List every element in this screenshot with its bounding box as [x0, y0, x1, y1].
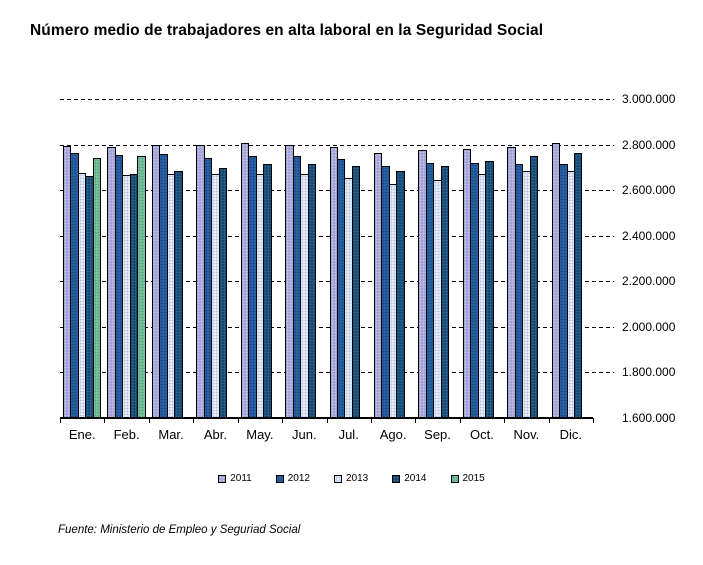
bar-2015-ene	[92, 158, 102, 418]
x-axis-tick	[104, 418, 105, 423]
bar-group-may	[238, 99, 282, 418]
x-axis-tick-label: Jun.	[291, 427, 317, 442]
bar-2014-jul	[351, 166, 361, 418]
legend-label-2013: 2013	[346, 473, 369, 484]
x-axis-tick-label: Jul.	[338, 427, 359, 442]
y-axis-tick-label: 3.000.000	[622, 92, 676, 106]
legend-swatch-2013	[334, 474, 342, 483]
bar-group-oct	[460, 99, 504, 418]
bar-group-abr	[193, 99, 237, 418]
legend-label-2015: 2015	[462, 473, 485, 484]
y-axis-tick-label: 2.200.000	[622, 274, 676, 288]
x-axis-tick-label: Nov.	[513, 427, 540, 442]
legend-label-2011: 2011	[230, 473, 252, 484]
legend-item-2013: 2013	[334, 473, 368, 484]
x-axis-tick-label: Oct.	[470, 427, 494, 442]
bar-2014-may	[263, 164, 272, 418]
legend-item-2014: 2014	[392, 473, 427, 484]
x-axis-tick-label: Mar.	[158, 427, 184, 442]
bar-group-feb	[104, 99, 148, 418]
x-axis-tick-label: Abr.	[203, 427, 228, 442]
bar-group-dic	[549, 99, 593, 418]
legend-swatch-2014	[392, 474, 401, 483]
x-axis-tick	[593, 418, 594, 423]
legend-swatch-2011	[218, 474, 227, 483]
bar-2014-dic	[574, 153, 583, 418]
chart-title: Número medio de trabajadores en alta lab…	[30, 22, 544, 39]
x-axis-tick-label: Ago.	[379, 427, 407, 442]
bar-group-ene	[60, 99, 104, 418]
bar-group-sep	[415, 99, 459, 418]
bar-2014-abr	[218, 168, 228, 418]
bar-2014-nov	[529, 156, 539, 418]
x-axis-tick	[504, 418, 505, 423]
x-axis-tick	[549, 418, 550, 423]
x-axis-tick-label: May.	[246, 427, 274, 442]
bar-2014-ago	[396, 171, 405, 418]
legend-item-2011: 2011	[218, 473, 252, 484]
x-axis-line	[60, 417, 593, 419]
legend-item-2012: 2012	[275, 473, 310, 484]
x-axis-tick-label: Feb.	[113, 427, 140, 442]
legend-label-2014: 2014	[404, 473, 427, 484]
x-axis-tick	[460, 418, 461, 423]
y-axis-tick-label: 2.800.000	[622, 138, 676, 152]
bar-2014-mar	[174, 171, 183, 418]
bar-group-ago	[371, 99, 415, 418]
x-axis-tick	[415, 418, 416, 423]
bar-2014-sep	[440, 166, 450, 418]
x-axis-tick-label: Sep.	[424, 427, 451, 442]
bar-group-mar	[149, 99, 193, 418]
x-axis-tick	[193, 418, 194, 423]
x-axis-tick	[327, 418, 328, 423]
bar-2015-feb	[137, 156, 146, 418]
legend-item-2015: 2015	[450, 473, 485, 484]
x-axis-tick	[238, 418, 239, 423]
y-axis-tick-label: 1.600.000	[622, 411, 676, 425]
x-axis-tick	[371, 418, 372, 423]
y-axis-tick-label: 2.400.000	[622, 229, 676, 243]
legend-label-2012: 2012	[287, 473, 310, 484]
x-axis-tick-label: Ene.	[68, 427, 96, 442]
legend: 2011 2012 2013 2014 2015	[0, 473, 703, 484]
y-axis-tick-label: 2.000.000	[622, 320, 676, 334]
bar-chart: 3.000.000 2.800.000 2.600.000 2.400.000 2.20…	[60, 92, 676, 442]
y-axis-tick-label: 1.800.000	[622, 365, 676, 379]
legend-swatch-2012	[275, 474, 284, 483]
bar-group-jul	[327, 99, 371, 418]
legend-swatch-2015	[450, 474, 459, 483]
bar-2014-jun	[307, 164, 316, 418]
y-axis-tick-label: 2.600.000	[622, 183, 676, 197]
gridline	[60, 99, 614, 100]
bar-2014-oct	[485, 161, 494, 418]
x-axis-tick	[149, 418, 150, 423]
x-axis-tick	[60, 418, 61, 423]
gridline	[60, 145, 614, 146]
bar-group-nov	[504, 99, 548, 418]
source-note: Fuente: Ministerio de Empleo y Seguriad …	[58, 524, 301, 536]
bar-group-jun	[282, 99, 326, 418]
x-axis-tick	[282, 418, 283, 423]
x-axis-tick-label: Dic.	[559, 427, 582, 442]
